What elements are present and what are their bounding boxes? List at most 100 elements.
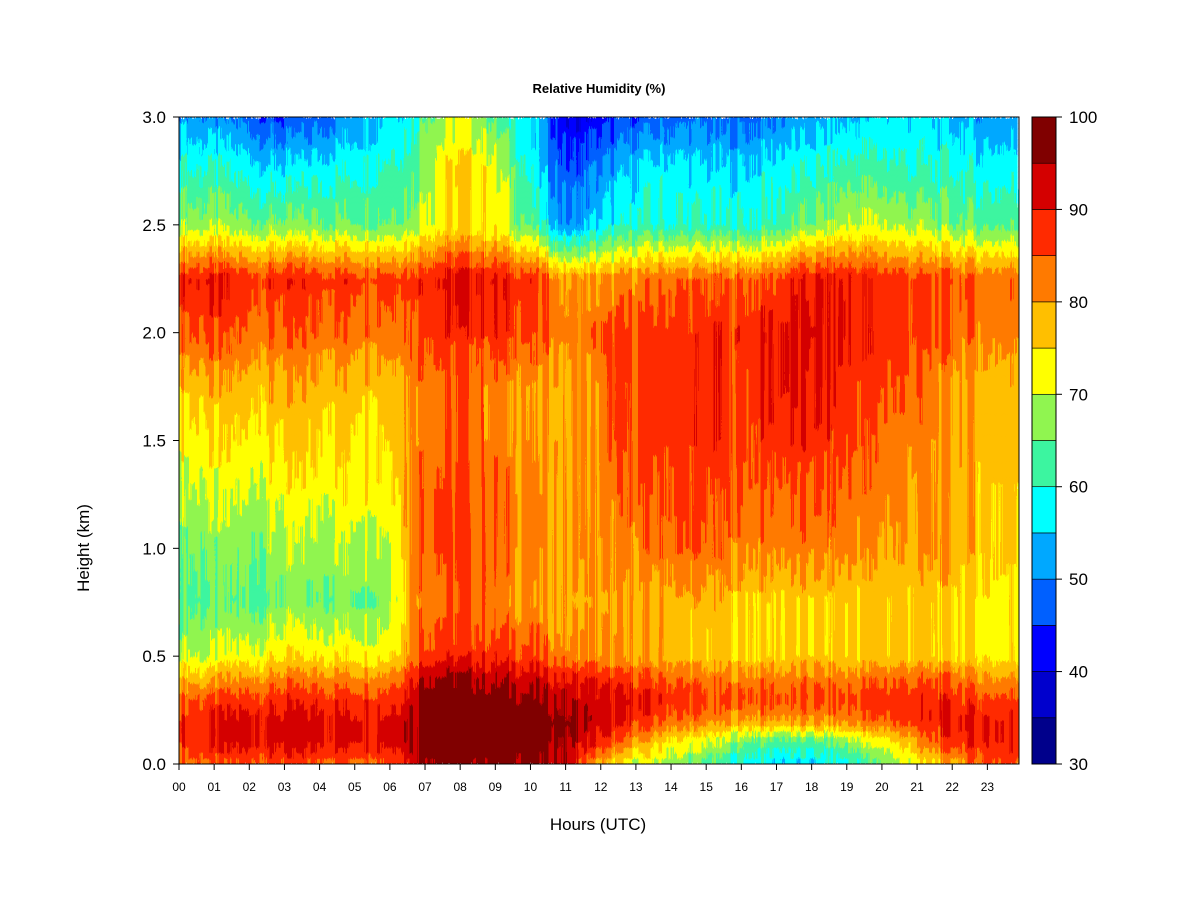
heatmap-cell	[236, 747, 240, 754]
heatmap-cell	[218, 435, 222, 442]
heatmap-cell	[179, 359, 183, 366]
heatmap-cell	[185, 602, 189, 609]
heatmap-cell	[230, 278, 234, 285]
heatmap-cell	[233, 273, 237, 280]
heatmap-cell	[236, 645, 240, 652]
heatmap-cell	[179, 381, 183, 388]
heatmap-cell	[245, 569, 249, 576]
heatmap-cell	[188, 289, 192, 296]
heatmap-cell	[182, 575, 186, 582]
heatmap-cell	[182, 327, 186, 334]
heatmap-cell	[245, 327, 249, 334]
heatmap-cell	[182, 753, 186, 760]
heatmap-cell	[197, 677, 201, 684]
heatmap-cell	[218, 138, 222, 145]
heatmap-cell	[191, 262, 195, 269]
heatmap-cell	[248, 613, 252, 620]
heatmap-cell	[251, 246, 255, 253]
heatmap-cell	[251, 273, 255, 280]
heatmap-cell	[233, 418, 237, 425]
heatmap-cell	[218, 634, 222, 641]
heatmap-cell	[179, 715, 183, 722]
heatmap-cell	[251, 197, 255, 204]
heatmap-cell	[251, 370, 255, 377]
heatmap-cell	[209, 650, 213, 657]
heatmap-cell	[239, 591, 243, 598]
heatmap-cell	[194, 278, 198, 285]
heatmap-cell	[218, 515, 222, 522]
heatmap-cell	[224, 435, 228, 442]
heatmap-cell	[224, 542, 228, 549]
heatmap-cell	[239, 343, 243, 350]
heatmap-cell	[185, 569, 189, 576]
heatmap-cell	[212, 472, 216, 479]
heatmap-cell	[191, 467, 195, 474]
heatmap-cell	[203, 214, 207, 221]
heatmap-cell	[194, 467, 198, 474]
heatmap-cell	[185, 408, 189, 415]
heatmap-cell	[221, 348, 225, 355]
heatmap-cell	[248, 294, 252, 301]
heatmap-cell	[248, 634, 252, 641]
heatmap-cell	[194, 284, 198, 291]
heatmap-cell	[224, 699, 228, 706]
heatmap-cell	[227, 192, 231, 199]
heatmap-cell	[203, 693, 207, 700]
heatmap-cell	[212, 192, 216, 199]
heatmap-cell	[215, 413, 219, 420]
heatmap-cell	[227, 451, 231, 458]
heatmap-cell	[242, 413, 246, 420]
heatmap-cell	[233, 537, 237, 544]
heatmap-cell	[239, 553, 243, 560]
heatmap-cell	[188, 521, 192, 528]
heatmap-cell	[212, 521, 216, 528]
heatmap-cell	[209, 230, 213, 237]
heatmap-cell	[212, 165, 216, 172]
heatmap-cell	[248, 666, 252, 673]
heatmap-cell	[203, 149, 207, 156]
heatmap-cell	[200, 693, 204, 700]
heatmap-cell	[212, 375, 216, 382]
heatmap-cell	[188, 348, 192, 355]
heatmap-cell	[212, 499, 216, 506]
heatmap-cell	[227, 332, 231, 339]
heatmap-cell	[230, 618, 234, 625]
heatmap-cell	[251, 160, 255, 167]
heatmap-cell	[212, 138, 216, 145]
heatmap-cell	[179, 623, 183, 630]
heatmap-cell	[233, 494, 237, 501]
heatmap-cell	[197, 586, 201, 593]
heatmap-cell	[245, 451, 249, 458]
heatmap-cell	[194, 672, 198, 679]
heatmap-cell	[248, 149, 252, 156]
heatmap-cell	[221, 143, 225, 150]
heatmap-cell	[215, 451, 219, 458]
heatmap-cell	[209, 586, 213, 593]
heatmap-cell	[197, 375, 201, 382]
heatmap-cell	[179, 149, 183, 156]
heatmap-cell	[236, 354, 240, 361]
heatmap-cell	[203, 623, 207, 630]
heatmap-cell	[242, 246, 246, 253]
heatmap-cell	[251, 553, 255, 560]
heatmap-cell	[224, 742, 228, 749]
heatmap-cell	[233, 720, 237, 727]
heatmap-cell	[245, 462, 249, 469]
heatmap-cell	[215, 316, 219, 323]
heatmap-cell	[209, 462, 213, 469]
heatmap-cell	[185, 586, 189, 593]
heatmap-cell	[230, 537, 234, 544]
heatmap-cell	[230, 332, 234, 339]
heatmap-cell	[191, 370, 195, 377]
heatmap-cell	[200, 639, 204, 646]
heatmap-cell	[209, 246, 213, 253]
heatmap-cell	[179, 327, 183, 334]
heatmap-cell	[239, 688, 243, 695]
heatmap-cell	[248, 753, 252, 760]
heatmap-cell	[233, 192, 237, 199]
heatmap-cell	[179, 429, 183, 436]
heatmap-cell	[200, 445, 204, 452]
heatmap-cell	[248, 462, 252, 469]
heatmap-cell	[185, 526, 189, 533]
heatmap-cell	[239, 316, 243, 323]
